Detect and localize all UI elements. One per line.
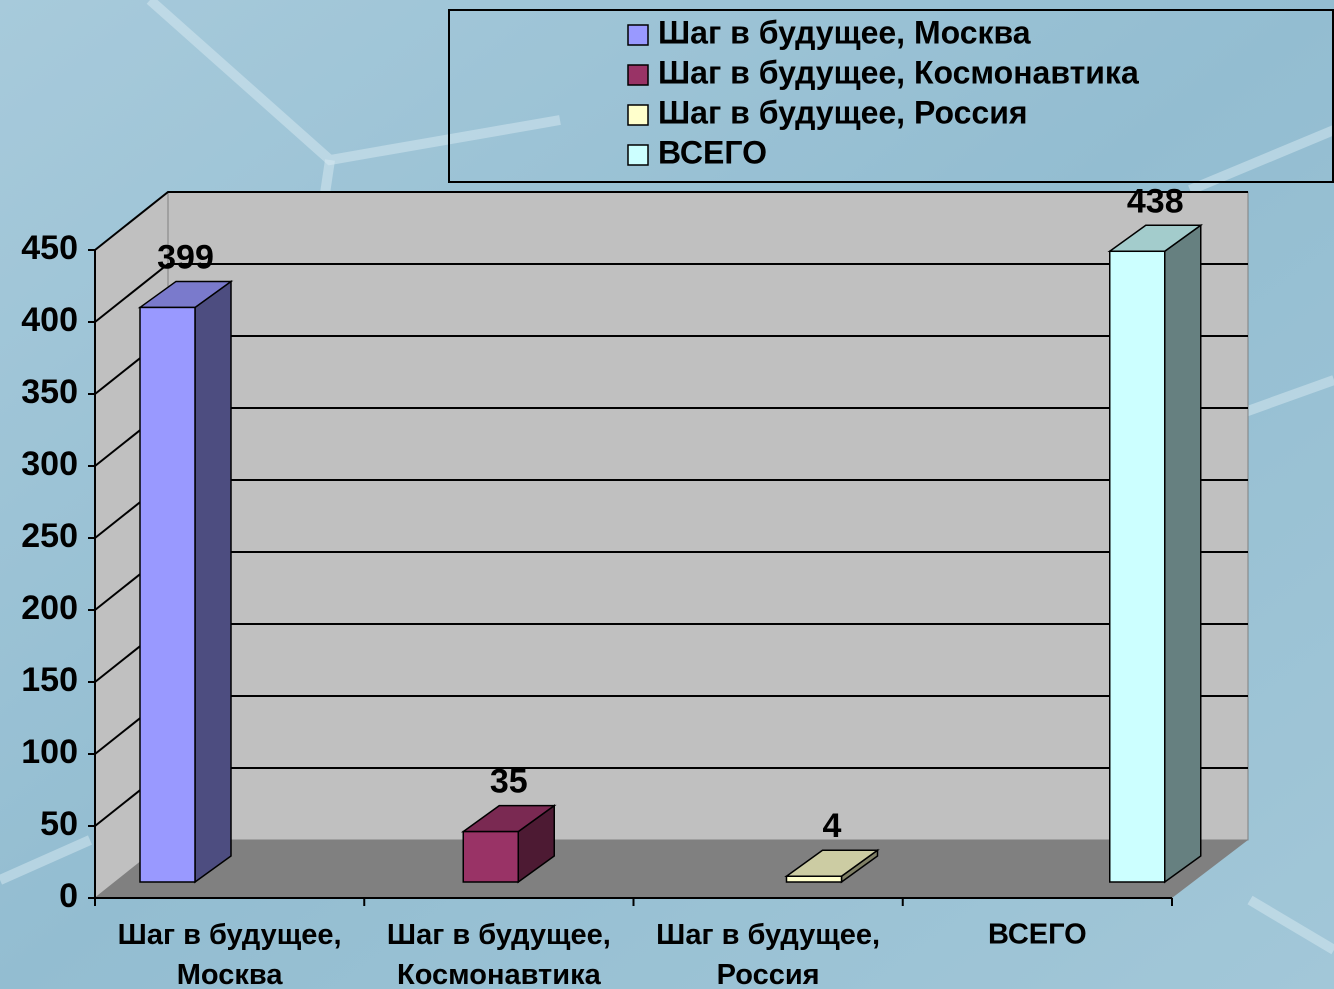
x-tick-label: Шаг в будущее, Москва [118, 919, 342, 989]
data-label: 438 [1127, 182, 1184, 220]
data-label: 4 [823, 807, 842, 845]
y-tick-label: 350 [21, 373, 78, 411]
bar-front [785, 875, 843, 883]
bar-front [1109, 250, 1166, 883]
legend-swatch [627, 64, 649, 86]
back-wall [167, 191, 1249, 841]
bar-side [194, 279, 232, 884]
bar-side [1164, 223, 1202, 884]
bar-front [462, 830, 519, 883]
y-tick-label: 50 [40, 805, 78, 843]
bar [784, 848, 880, 884]
legend-swatch [627, 24, 649, 46]
y-tick-label: 0 [59, 877, 78, 915]
legend-label: ВСЕГО [658, 134, 767, 170]
legend-swatch [627, 144, 649, 166]
grid-line [94, 191, 1248, 251]
grid-line [94, 263, 1248, 323]
bar [460, 804, 557, 884]
y-tick-label: 300 [21, 445, 78, 483]
bar [1107, 223, 1204, 884]
y-tick-label: 250 [21, 517, 78, 555]
x-tick-label: Шаг в будущее, Россия [656, 919, 880, 989]
floor [95, 840, 1248, 898]
bar [137, 279, 234, 884]
legend-label: Шаг в будущее, Москва [658, 14, 1031, 50]
legend-label: Шаг в будущее, Космонавтика [658, 54, 1139, 90]
y-tick-label: 150 [21, 661, 78, 699]
y-tick-label: 100 [21, 733, 78, 771]
bar-front [139, 306, 196, 883]
legend-box [448, 9, 1334, 183]
x-tick-label: ВСЕГО [988, 919, 1087, 951]
data-label: 399 [157, 238, 214, 276]
legend-swatch [627, 104, 649, 126]
y-tick-label: 200 [21, 589, 78, 627]
legend-label: Шаг в будущее, Россия [658, 94, 1028, 130]
y-tick-label: 400 [21, 301, 78, 339]
x-tick-label: Шаг в будущее, Космонавтика [387, 919, 611, 989]
y-tick-label: 450 [21, 229, 78, 267]
data-label: 35 [490, 763, 528, 801]
